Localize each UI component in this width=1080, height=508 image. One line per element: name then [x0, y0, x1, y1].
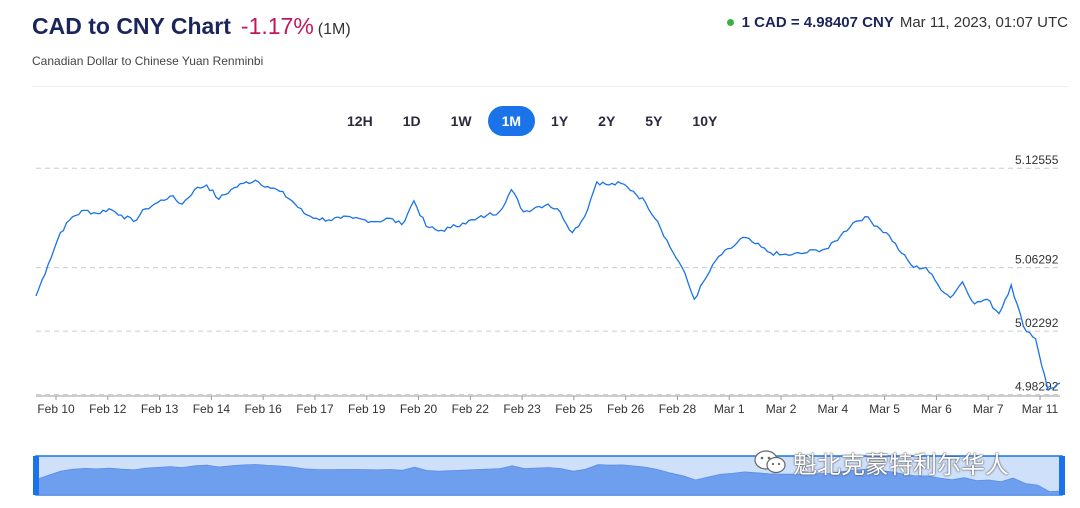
- watermark: 魁北克蒙特利尔华人: [753, 446, 1053, 479]
- x-tick-label: Feb 13: [141, 402, 179, 416]
- x-tick-label: Feb 19: [348, 402, 386, 416]
- x-tick-label: Mar 7: [973, 402, 1004, 416]
- live-rate: 1 CAD = 4.98407 CNY Mar 11, 2023, 01:07 U…: [726, 14, 1068, 31]
- tab-5y[interactable]: 5Y: [645, 113, 663, 129]
- tab-2y[interactable]: 2Y: [598, 113, 616, 129]
- tab-1w[interactable]: 1W: [450, 113, 472, 129]
- x-tick-label: Feb 14: [193, 402, 231, 416]
- x-tick-label: Mar 11: [1022, 402, 1059, 416]
- x-tick-label: Feb 28: [659, 402, 697, 416]
- y-tick-label: 5.06292: [1015, 253, 1059, 267]
- y-tick-label: 5.12555: [1015, 153, 1059, 167]
- watermark-text: 魁北克蒙特利尔华人: [793, 451, 1009, 479]
- tab-1y[interactable]: 1Y: [551, 113, 569, 129]
- x-tick-label: Feb 26: [607, 402, 645, 416]
- x-tick-label: Mar 4: [817, 402, 848, 416]
- tab-12h[interactable]: 12H: [347, 113, 373, 129]
- tab-1d[interactable]: 1D: [402, 113, 421, 129]
- x-tick-label: Feb 12: [89, 402, 127, 416]
- tab-10y[interactable]: 10Y: [692, 113, 718, 129]
- line-chart[interactable]: 5.12555 5.06292 5.02292 4.98292 Feb 10 Feb 12…: [0, 150, 1080, 425]
- series-line: [35, 179, 1061, 391]
- x-tick-label: Feb 25: [555, 402, 593, 416]
- x-tick-label: Mar 2: [766, 402, 797, 416]
- navigator-left-handle[interactable]: [33, 456, 39, 495]
- tab-1m[interactable]: 1M: [487, 106, 536, 136]
- x-tick-label: Feb 16: [244, 402, 282, 416]
- x-tick-label: Feb 20: [400, 402, 438, 416]
- header-divider: [32, 86, 1068, 87]
- y-tick-label: 4.98292: [1015, 380, 1059, 394]
- chart-header: CAD to CNY Chart -1.17% (1M) Canadian Doll…: [32, 10, 1068, 72]
- x-tick-label: Feb 23: [503, 402, 541, 416]
- change-percent: -1.17%: [240, 13, 314, 39]
- x-tick-label: Feb 10: [37, 402, 75, 416]
- navigator-area: [35, 464, 1063, 496]
- x-tick-label: Mar 1: [714, 402, 745, 416]
- page-subtitle: Canadian Dollar to Chinese Yuan Renminbi: [32, 54, 264, 68]
- change-period: (1M): [317, 21, 351, 38]
- navigator-right-handle[interactable]: [1059, 456, 1065, 495]
- page-title: CAD to CNY Chart: [32, 13, 231, 39]
- x-tick-label: Mar 6: [921, 402, 952, 416]
- live-status-dot-icon: [726, 18, 734, 26]
- rate-timestamp: Mar 11, 2023, 01:07 UTC: [899, 14, 1068, 31]
- x-tick-label: Mar 5: [869, 402, 900, 416]
- y-tick-label: 5.02292: [1015, 316, 1059, 330]
- timeframe-tabs: 12H 1D 1W 1M 1Y 2Y 5Y 10Y: [333, 106, 733, 138]
- x-tick-label: Feb 17: [296, 402, 334, 416]
- x-tick-label: Feb 22: [452, 402, 490, 416]
- range-navigator[interactable]: [0, 448, 1080, 498]
- title-row: CAD to CNY Chart -1.17% (1M): [32, 13, 351, 40]
- rate-value: 1 CAD = 4.98407 CNY: [741, 14, 894, 31]
- wechat-icon: [754, 450, 786, 474]
